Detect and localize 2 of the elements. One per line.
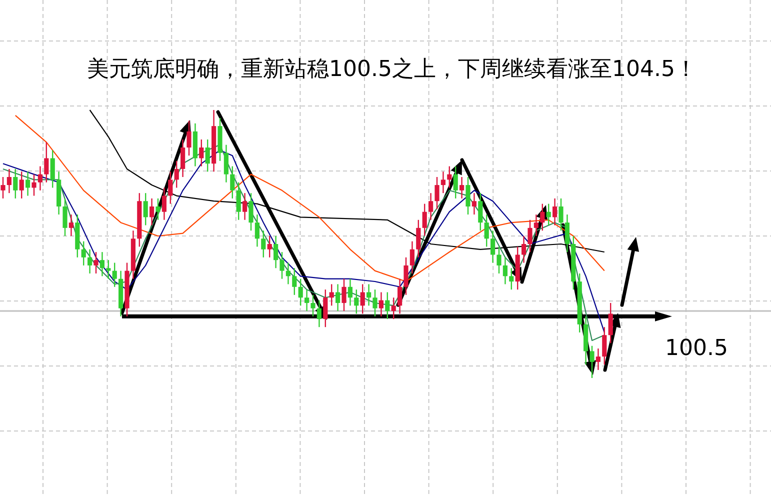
- chart-title: 美元筑底明确，重新站稳100.5之上，下周继续看涨至104.5！: [87, 57, 697, 82]
- text: 100.5: [665, 336, 728, 361]
